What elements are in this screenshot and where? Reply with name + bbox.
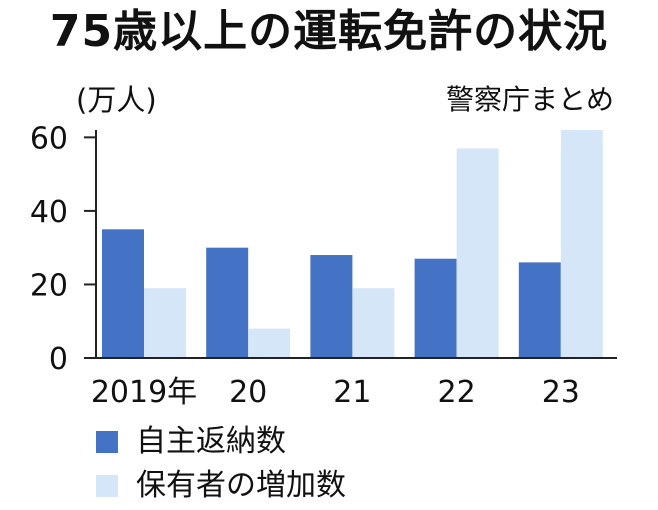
- x-tick-label: 21: [333, 375, 371, 410]
- y-tick-label: 0: [49, 342, 68, 377]
- legend-item-series-2: 保有者の増加数: [96, 466, 346, 506]
- x-tick-label: 2019年: [91, 375, 197, 410]
- bar-series-2-2: [352, 288, 395, 358]
- bar-series-1-4: [518, 262, 561, 358]
- chart-title: 75歳以上の運転免許の状況: [49, 6, 609, 57]
- x-tick-label: 22: [438, 375, 476, 410]
- bar-series-1-3: [414, 258, 457, 358]
- legend-label-series-2: 保有者の増加数: [136, 468, 346, 503]
- y-axis-unit-label: (万人): [76, 83, 157, 117]
- bar-series-1-1: [206, 247, 249, 358]
- bar-series-1-2: [310, 255, 353, 358]
- x-tick-label: 23: [542, 375, 580, 410]
- legend: 自主返納数 保有者の増加数: [96, 422, 346, 510]
- legend-swatch-series-2: [96, 475, 118, 497]
- x-tick-label: 20: [229, 375, 267, 410]
- y-tick-label: 40: [30, 195, 68, 230]
- bar-series-2-0: [144, 288, 186, 358]
- source-label: 警察庁まとめ: [445, 83, 614, 116]
- bar-series-2-3: [456, 148, 499, 358]
- legend-item-series-1: 自主返納数: [96, 422, 346, 462]
- legend-label-series-1: 自主返納数: [136, 424, 286, 459]
- bar-series-1-0: [102, 229, 144, 358]
- bar-series-2-4: [560, 130, 603, 358]
- bar-series-2-1: [248, 328, 291, 358]
- legend-swatch-series-1: [96, 431, 118, 453]
- y-tick-label: 60: [30, 121, 68, 156]
- y-tick-label: 20: [30, 268, 68, 303]
